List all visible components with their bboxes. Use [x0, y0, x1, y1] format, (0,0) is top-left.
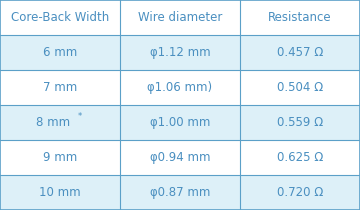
Bar: [120, 0, 240, 35]
Text: 8 mm: 8 mm: [36, 116, 70, 129]
Bar: [240, 105, 360, 140]
Text: 9 mm: 9 mm: [43, 151, 77, 164]
Bar: [120, 140, 240, 175]
Text: Core-Back Width: Core-Back Width: [11, 11, 109, 24]
Text: 7 mm: 7 mm: [43, 81, 77, 94]
Bar: [0, 175, 120, 210]
Text: 0.457 Ω: 0.457 Ω: [277, 46, 323, 59]
Bar: [120, 105, 240, 140]
Text: *: *: [78, 112, 82, 121]
Bar: [120, 70, 240, 105]
Text: φ0.94 mm: φ0.94 mm: [149, 151, 210, 164]
Text: 0.504 Ω: 0.504 Ω: [277, 81, 323, 94]
Bar: [240, 175, 360, 210]
Text: 0.559 Ω: 0.559 Ω: [277, 116, 323, 129]
Text: Wire diameter: Wire diameter: [138, 11, 222, 24]
Text: φ0.87 mm: φ0.87 mm: [150, 186, 210, 199]
Bar: [120, 35, 240, 70]
Bar: [240, 140, 360, 175]
Bar: [0, 140, 120, 175]
Text: Resistance: Resistance: [268, 11, 332, 24]
Bar: [0, 0, 120, 35]
Bar: [0, 105, 120, 140]
Text: 0.720 Ω: 0.720 Ω: [277, 186, 323, 199]
Text: φ1.12 mm: φ1.12 mm: [149, 46, 210, 59]
Bar: [0, 70, 120, 105]
Bar: [240, 0, 360, 35]
Bar: [240, 35, 360, 70]
Text: 10 mm: 10 mm: [39, 186, 81, 199]
Text: 0.625 Ω: 0.625 Ω: [277, 151, 323, 164]
Text: φ1.00 mm: φ1.00 mm: [150, 116, 210, 129]
Bar: [0, 35, 120, 70]
Text: φ1.06 mm): φ1.06 mm): [147, 81, 212, 94]
Bar: [240, 70, 360, 105]
Text: 6 mm: 6 mm: [43, 46, 77, 59]
Bar: [120, 175, 240, 210]
